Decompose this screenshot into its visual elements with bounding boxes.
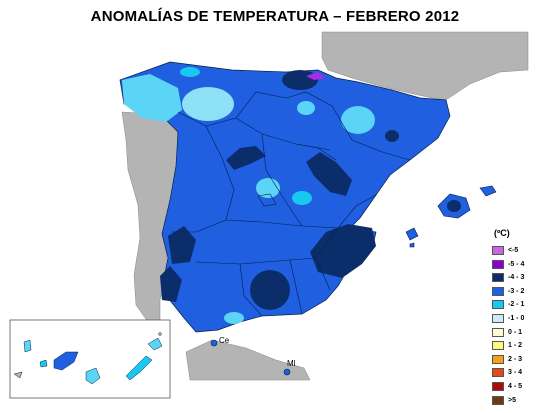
- melilla-label: Ml: [287, 359, 296, 368]
- legend-label: 4 - 5: [508, 382, 523, 390]
- ceuta-label: Ce: [219, 336, 230, 345]
- el-hierro-island: [13, 371, 23, 379]
- legend-item: -1 - 0: [492, 312, 548, 325]
- gran-canaria-island: [85, 367, 101, 385]
- legend-item: 1 - 2: [492, 339, 548, 352]
- legend-item: 4 - 5: [492, 380, 548, 393]
- legend-swatch: [492, 313, 504, 323]
- legend-swatch: [492, 327, 504, 337]
- extremadura-dark-patch: [168, 226, 196, 264]
- madrid-light-patch: [256, 178, 280, 198]
- legend-label: -5 - 4: [508, 260, 525, 268]
- huelva-dark-patch: [160, 266, 182, 302]
- legend-item: -3 - 2: [492, 285, 548, 298]
- legend-label: >5: [508, 396, 516, 404]
- tenerife-island: [53, 351, 79, 371]
- navarre-purple-patch: [306, 72, 326, 80]
- legend-label: 3 - 4: [508, 369, 523, 377]
- legend-item: 0 - 1: [492, 326, 548, 339]
- legend-item: -2 - 1: [492, 298, 548, 311]
- ceuta-marker: [210, 339, 218, 347]
- region-borders: [172, 91, 411, 317]
- legend-swatch: [492, 259, 504, 269]
- mallorca-dark-patch: [447, 200, 461, 212]
- legend-item: -4 - 3: [492, 271, 548, 284]
- leon-light-patch: [182, 87, 234, 121]
- murcia-dark-patch: [310, 224, 376, 278]
- canary-islands: [13, 332, 163, 385]
- legend-item: <-5: [492, 244, 548, 257]
- fuerteventura-island: [125, 355, 153, 381]
- legend-swatch: [492, 286, 504, 296]
- legend-swatch: [492, 368, 504, 378]
- morocco-landmass: [185, 339, 311, 381]
- legend: (ºC) <-5 -5 - 4 -4 - 3 -3 - 2 -2 - 1 -1 - 0 0 …: [492, 228, 548, 407]
- legend-swatch: [492, 395, 504, 405]
- legend-item: 2 - 3: [492, 353, 548, 366]
- legend-swatch: [492, 341, 504, 351]
- teruel-dark-patch: [306, 152, 352, 196]
- asturias-light-patch: [180, 67, 200, 77]
- burgos-light-patch: [297, 101, 315, 115]
- melilla-marker: [283, 368, 291, 376]
- legend-label: -2 - 1: [508, 301, 525, 309]
- france-landmass: [321, 31, 529, 101]
- legend-label: -1 - 0: [508, 314, 525, 322]
- la-gomera-island: [39, 359, 48, 368]
- legend-label: 1 - 2: [508, 342, 523, 350]
- legend-swatch: [492, 273, 504, 283]
- malaga-light-patch: [224, 312, 244, 324]
- legend-item: >5: [492, 394, 548, 407]
- legend-label: 0 - 1: [508, 328, 523, 336]
- legend-swatch: [492, 300, 504, 310]
- cuenca-light-patch: [292, 191, 312, 205]
- basque-dark-patch: [282, 70, 318, 90]
- legend-item: -5 - 4: [492, 258, 548, 271]
- ebro-light-patch: [341, 106, 375, 134]
- legend-label: -4 - 3: [508, 274, 525, 282]
- lanzarote-island: [147, 337, 163, 351]
- catalonia-dark-patch: [385, 130, 399, 142]
- legend-swatch: [492, 381, 504, 391]
- legend-unit: (ºC): [494, 228, 510, 238]
- ibiza-island: [405, 227, 419, 241]
- la-palma-island: [23, 339, 32, 353]
- graciosa-island: [158, 332, 162, 336]
- legend-item: 3 - 4: [492, 366, 548, 379]
- jaen-dark-patch: [250, 270, 290, 310]
- menorca-island: [479, 185, 497, 197]
- galicia-light-patch: [122, 74, 182, 122]
- legend-label: <-5: [508, 247, 519, 254]
- legend-swatch: [492, 354, 504, 364]
- central-dark-patch: [226, 146, 266, 170]
- formentera-island: [409, 242, 415, 248]
- map-title: ANOMALÍAS DE TEMPERATURA – FEBRERO 2012: [90, 8, 460, 25]
- legend-label: -3 - 2: [508, 287, 525, 295]
- legend-swatch: [492, 246, 504, 255]
- legend-rows: <-5 -5 - 4 -4 - 3 -3 - 2 -2 - 1 -1 - 0 0 - 1 1 …: [492, 244, 548, 407]
- legend-label: 2 - 3: [508, 355, 523, 363]
